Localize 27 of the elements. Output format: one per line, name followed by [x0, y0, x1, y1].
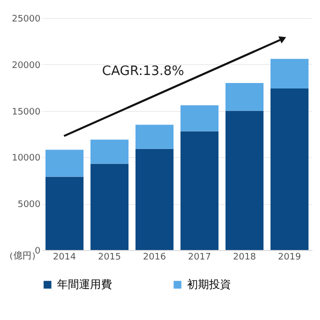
bar [46, 150, 84, 177]
bar [90, 164, 128, 250]
y-tick-label: 10000 [12, 154, 41, 164]
bar [270, 58, 308, 89]
x-tick-label: 2015 [98, 252, 121, 262]
bar [226, 82, 264, 111]
legend-label: 初期投資 [187, 278, 231, 291]
y-tick-label: 15000 [12, 107, 41, 118]
x-tick-label: 2016 [143, 252, 166, 262]
annotation: CAGR:13.8% [102, 64, 184, 79]
y-tick-label: 5000 [18, 200, 41, 210]
y-tick-label: 0 [34, 246, 41, 256]
bar [180, 131, 218, 250]
bar [270, 88, 308, 250]
bar [46, 176, 84, 250]
legend-label: 年間運用費 [57, 278, 112, 291]
bar [136, 148, 174, 250]
bar [90, 140, 128, 164]
x-tick-label: 2019 [278, 252, 302, 262]
bar [226, 110, 264, 250]
bar [136, 124, 174, 149]
x-tick-label: 2014 [53, 252, 76, 262]
x-tick-label: 2017 [188, 252, 211, 262]
y-tick-label: 20000 [12, 60, 41, 71]
x-tick-label: 2018 [233, 252, 256, 262]
y-tick-label: 25000 [12, 14, 41, 24]
bar [180, 105, 218, 132]
